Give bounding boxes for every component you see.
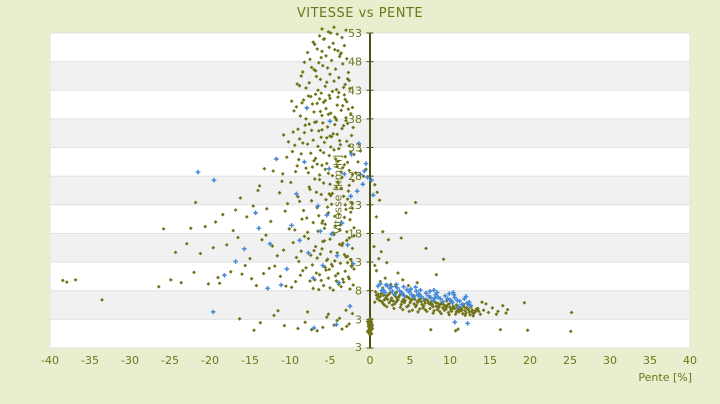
y-tick-mark (366, 347, 374, 349)
y-tick-label: 23 (348, 199, 362, 212)
x-axis-title: Pente [%] (638, 371, 692, 384)
y-tick-label: 43 (348, 84, 362, 97)
x-tick-label: -5 (325, 354, 336, 367)
y-tick-mark (366, 290, 374, 292)
x-tick-label: -10 (281, 354, 299, 367)
x-tick-label: 15 (483, 354, 497, 367)
y-tick-label: 38 (348, 113, 362, 126)
x-tick-label: 35 (643, 354, 657, 367)
y-tick-mark (366, 32, 374, 34)
y-tick-mark (366, 232, 374, 234)
x-tick-label: 20 (523, 354, 537, 367)
y-tick-mark (366, 175, 374, 177)
y-axis-title: Vitesse [km/h] (331, 154, 345, 235)
x-tick-label: 0 (367, 354, 374, 367)
x-tick-label: -25 (161, 354, 179, 367)
y-axis-line (369, 33, 371, 348)
y-tick-mark (366, 261, 374, 263)
x-tick-label: 5 (407, 354, 414, 367)
x-tick-label: -40 (41, 354, 59, 367)
y-tick-label: 8 (355, 285, 362, 298)
x-tick-label: -30 (121, 354, 139, 367)
y-tick-label: 3 (355, 313, 362, 326)
y-tick-label: 13 (348, 256, 362, 269)
x-tick-label: 25 (563, 354, 577, 367)
chart-title: VITESSE vs PENTE (296, 6, 424, 21)
x-tick-label: -15 (241, 354, 259, 367)
y-axis-bottom-edge-label: 3 (355, 341, 362, 354)
y-tick-mark (366, 204, 374, 206)
y-tick-mark (366, 89, 374, 91)
x-tick-label: 10 (443, 354, 457, 367)
x-tick-label: -35 (81, 354, 99, 367)
y-tick-label: 48 (348, 56, 362, 69)
y-tick-label: 53 (348, 27, 362, 40)
y-tick-mark (366, 118, 374, 120)
y-tick-mark (366, 61, 374, 63)
x-tick-label: -20 (201, 354, 219, 367)
scatter-points-serie-2-bleue (195, 105, 474, 331)
x-tick-label: 40 (683, 354, 697, 367)
x-tick-label: 30 (603, 354, 617, 367)
y-tick-label: 18 (348, 227, 362, 240)
y-tick-label: 28 (348, 170, 362, 183)
y-tick-mark (366, 147, 374, 149)
y-tick-label: 33 (348, 142, 362, 155)
